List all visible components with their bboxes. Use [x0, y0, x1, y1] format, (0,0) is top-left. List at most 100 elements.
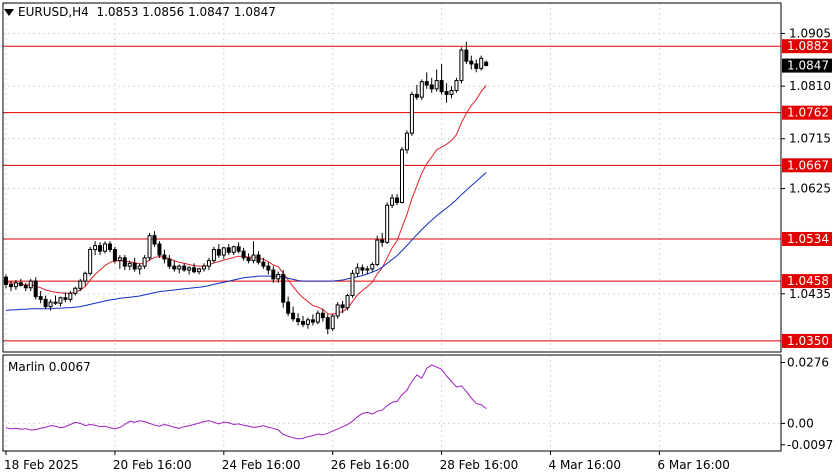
candle: [424, 72, 429, 89]
candle-body: [103, 243, 107, 252]
time-tick-label: 28 Feb 16:00: [440, 458, 519, 472]
candle: [291, 306, 296, 322]
candle-body: [63, 297, 68, 300]
candle: [68, 291, 73, 303]
candle: [385, 202, 390, 244]
candle: [93, 241, 98, 256]
candle: [400, 147, 404, 204]
candle: [350, 270, 355, 298]
candle-body: [172, 265, 177, 270]
candle: [162, 249, 167, 264]
candle: [112, 246, 117, 264]
candle-body: [48, 301, 53, 308]
candle-body: [315, 312, 320, 323]
candle: [8, 281, 13, 292]
candle: [434, 69, 439, 92]
candle: [28, 278, 33, 292]
candle-body: [177, 265, 182, 270]
time-tick-label: 6 Mar 16:00: [657, 458, 730, 472]
candle: [33, 277, 38, 300]
price-tick-label: 1.0435: [789, 287, 831, 301]
candle: [404, 130, 409, 154]
candle-body: [162, 254, 167, 260]
candle: [197, 267, 202, 275]
candle-body: [409, 93, 414, 134]
candle: [73, 286, 78, 296]
price-axis: 1.0905 1.0810 1.0715 1.0625 1.0435 1.0882 1.07…: [781, 26, 832, 348]
level-price-tag: [782, 158, 832, 173]
candle: [444, 83, 449, 103]
candle: [53, 295, 58, 305]
candle-body: [132, 262, 137, 270]
candle-body: [474, 63, 479, 69]
time-axis: 18 Feb 2025 20 Feb 16:00 24 Feb 16:00 26 Fe…: [4, 451, 730, 472]
price-tick-label: 1.0810: [789, 79, 831, 93]
candle: [192, 263, 197, 274]
candle: [221, 246, 226, 259]
candle-body: [390, 197, 395, 206]
candle: [256, 251, 261, 265]
ohlc-values: 1.0853 1.0856 1.0847 1.0847: [96, 5, 276, 19]
candle-body: [291, 312, 296, 320]
plot-frames: [2, 2, 782, 452]
candle-body: [107, 243, 112, 251]
candle: [474, 59, 479, 73]
candle: [182, 263, 187, 272]
candle: [83, 271, 88, 286]
candle: [409, 91, 414, 136]
candle-body: [13, 282, 18, 288]
candle-body: [464, 49, 469, 62]
time-tick-label: 26 Feb 16:00: [331, 458, 410, 472]
dropdown-triangle-icon[interactable]: [4, 9, 14, 16]
candle-body: [8, 283, 13, 288]
candle: [320, 308, 325, 322]
candle: [360, 264, 365, 275]
level-price-label: 1.0458: [787, 274, 829, 288]
candle: [107, 241, 112, 253]
horizontal-levels: [3, 45, 781, 342]
candle-body: [305, 319, 310, 325]
candle: [340, 301, 345, 314]
candle-body: [211, 249, 216, 262]
candle-body: [93, 245, 98, 251]
candle-body: [355, 267, 360, 274]
candle: [231, 245, 236, 256]
slow-ma-line: [5, 172, 487, 311]
candle: [206, 257, 211, 271]
candle-body: [197, 268, 202, 273]
candle-body: [73, 287, 78, 294]
candle-body: [350, 272, 355, 296]
level-price-tag: [782, 333, 832, 348]
candle-body: [469, 60, 474, 65]
candle-body: [340, 304, 345, 309]
candle-body: [424, 81, 429, 86]
candle: [479, 55, 484, 71]
candle-body: [439, 80, 444, 93]
candle: [43, 295, 48, 309]
candle-body: [157, 243, 162, 256]
candle-body: [286, 301, 291, 314]
candle-body: [58, 297, 63, 304]
candle-body: [360, 267, 365, 271]
candle: [310, 314, 315, 326]
candle-body: [18, 282, 23, 287]
candle: [419, 79, 424, 100]
candle-body: [345, 294, 350, 309]
candle: [98, 242, 103, 256]
candle-body: [226, 247, 231, 253]
candle-body: [261, 261, 266, 267]
candle-body: [375, 239, 380, 265]
symbol-label: EURUSD,H4: [18, 5, 89, 19]
candle: [276, 271, 281, 283]
candle-body: [33, 280, 38, 298]
chart-header: EURUSD,H4 1.0853 1.0856 1.0847 1.0847: [4, 5, 276, 19]
candle-body: [231, 246, 236, 253]
moving-averages: [5, 85, 487, 315]
candle: [414, 84, 419, 100]
level-price-label: 1.0667: [787, 158, 829, 172]
candle-body: [325, 317, 330, 330]
price-tick-label: 1.0625: [789, 182, 831, 196]
price-tick-label: 1.0905: [789, 26, 831, 40]
candle: [271, 266, 276, 283]
